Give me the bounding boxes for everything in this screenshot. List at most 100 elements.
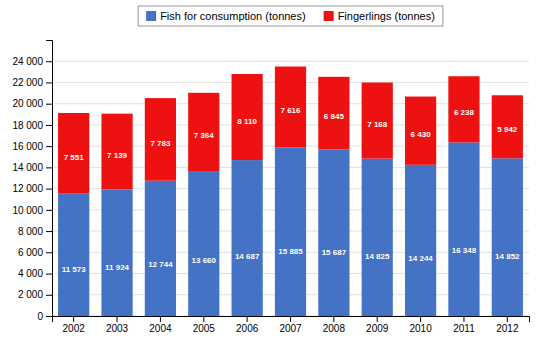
bar — [362, 83, 393, 159]
y-tick-mark — [46, 252, 52, 253]
y-tick-label: 18 000 — [12, 120, 43, 131]
y-tick-mark — [46, 146, 52, 147]
y-tick-label: 6 000 — [18, 247, 43, 258]
x-tick-mark — [420, 316, 421, 322]
x-tick-label: 2003 — [106, 323, 129, 334]
legend-swatch — [324, 11, 334, 21]
x-tick: 2010 — [409, 316, 432, 334]
y-tick-label: 4 000 — [18, 268, 43, 279]
y-tick-label: 0 — [37, 311, 43, 322]
x-tick-label: 2002 — [63, 323, 86, 334]
x-tick-mark — [160, 316, 161, 322]
bar — [405, 165, 436, 316]
bar — [58, 113, 89, 193]
y-tick: 12 000 — [12, 183, 52, 194]
y-tick: 24 000 — [12, 56, 52, 67]
bar — [188, 93, 219, 171]
data-label: 5 942 — [497, 125, 518, 134]
x-tick-label: 2009 — [366, 323, 389, 334]
data-label: 7 139 — [107, 151, 128, 160]
y-tick-mark — [46, 125, 52, 126]
data-label: 11 924 — [105, 263, 130, 272]
data-label: 14 852 — [495, 252, 520, 261]
bar — [101, 114, 132, 190]
data-label: 8 110 — [237, 117, 257, 126]
y-tick-label: 20 000 — [12, 98, 43, 109]
y-tick-mark — [46, 316, 52, 317]
x-tick-label: 2006 — [236, 323, 259, 334]
x-tick-label: 2004 — [149, 323, 172, 334]
bar — [58, 193, 89, 316]
y-tick-mark — [46, 104, 52, 105]
y-axis: 0 2 000 4 000 6 000 8 000 10 000 12 000 14 000 1… — [12, 41, 52, 322]
y-tick: 8 000 — [18, 226, 52, 237]
y-tick-label: 22 000 — [12, 77, 43, 88]
y-tick-mark — [46, 82, 52, 83]
data-label: 15 885 — [278, 247, 303, 256]
y-tick-label: 14 000 — [12, 162, 43, 173]
data-label: 7 783 — [150, 139, 171, 148]
bar — [492, 95, 523, 158]
bars — [58, 67, 523, 316]
x-tick: 2008 — [323, 316, 346, 334]
legend-label: Fish for consumption (tonnes) — [160, 10, 306, 22]
bar — [232, 74, 263, 160]
y-tick-label: 12 000 — [12, 183, 43, 194]
x-tick: 2005 — [193, 316, 216, 334]
y-tick-mark — [46, 231, 52, 232]
x-tick-mark — [377, 316, 378, 322]
bar — [275, 147, 306, 316]
grid-line — [52, 61, 529, 62]
data-label: 7 168 — [367, 120, 388, 129]
x-tick-mark — [507, 316, 508, 322]
y-tick: 6 000 — [18, 247, 52, 258]
x-tick: 2007 — [279, 316, 302, 334]
bar — [145, 181, 176, 316]
bar — [101, 189, 132, 316]
y-tick-mark — [46, 210, 52, 211]
y-tick-label: 10 000 — [12, 205, 43, 216]
data-label: 7 551 — [64, 153, 85, 162]
data-label: 7 616 — [280, 106, 301, 115]
x-tick: 2011 — [453, 316, 475, 334]
x-tick: 2003 — [106, 316, 129, 334]
x-tick-label: 2007 — [279, 323, 302, 334]
x-tick-label: 2010 — [409, 323, 432, 334]
x-tick: 2004 — [149, 316, 172, 334]
legend-label: Fingerlings (tonnes) — [338, 10, 435, 22]
x-tick-mark — [117, 316, 118, 322]
bar — [362, 159, 393, 316]
x-tick-label: 2005 — [193, 323, 216, 334]
x-tick: 2002 — [63, 316, 86, 334]
chart: 11 57311 92412 74413 66014 68715 88515 6… — [0, 0, 541, 342]
legend-swatch — [146, 11, 156, 21]
bar — [448, 76, 479, 142]
y-tick: 22 000 — [12, 77, 52, 88]
x-tick: 2012 — [496, 316, 519, 334]
grid — [52, 61, 529, 316]
x-tick: 2006 — [236, 316, 259, 334]
bar — [492, 158, 523, 316]
x-tick-label: 2011 — [453, 323, 475, 334]
y-axis-line — [46, 41, 53, 317]
data-label: 6 845 — [324, 112, 345, 121]
y-tick: 14 000 — [12, 162, 52, 173]
bar — [318, 149, 349, 316]
x-tick: 2009 — [366, 316, 389, 334]
legend: Fish for consumption (tonnes) Fingerlings… — [138, 6, 443, 26]
y-tick: 2 000 — [18, 289, 52, 300]
bar — [275, 67, 306, 148]
data-label: 14 825 — [365, 252, 390, 261]
y-tick-label: 2 000 — [18, 289, 43, 300]
y-tick: 4 000 — [18, 268, 52, 279]
data-label: 7 364 — [194, 131, 215, 140]
y-tick-label: 16 000 — [12, 141, 43, 152]
data-label: 6 430 — [411, 130, 432, 139]
x-tick-mark — [203, 316, 204, 322]
y-tick: 10 000 — [12, 205, 52, 216]
bar — [318, 77, 349, 150]
y-tick-mark — [46, 61, 52, 62]
y-tick: 20 000 — [12, 98, 52, 109]
y-tick: 16 000 — [12, 141, 52, 152]
y-tick: 18 000 — [12, 120, 52, 131]
